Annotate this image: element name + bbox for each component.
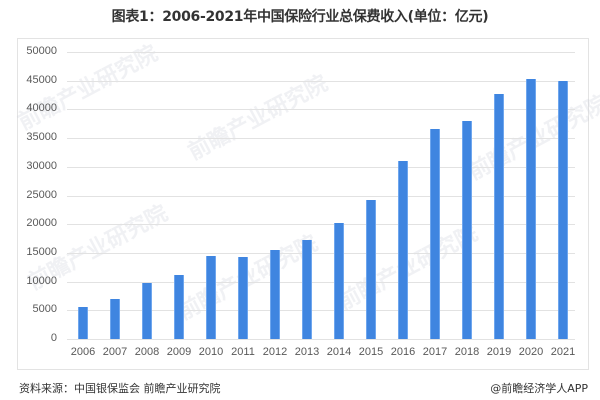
bar-2018 [462, 120, 472, 339]
y-tick-label: 15000 [26, 246, 57, 258]
gridline [67, 310, 575, 311]
gridline [67, 109, 575, 110]
x-tick-label: 2009 [166, 346, 192, 358]
bar-2020 [526, 79, 536, 339]
bar-2017 [430, 129, 440, 339]
gridline [67, 167, 575, 168]
x-tick-label: 2014 [326, 346, 352, 358]
bar-2021 [558, 81, 568, 339]
x-tick-label: 2008 [134, 346, 160, 358]
x-tick-label: 2012 [262, 346, 288, 358]
bar-2008 [142, 282, 152, 339]
y-tick-label: 40000 [26, 102, 57, 114]
bar-2009 [174, 275, 184, 339]
credit-note: @前瞻经济学人APP [490, 382, 588, 395]
x-tick-label: 2017 [422, 346, 448, 358]
gridline [67, 339, 575, 340]
bar-2007 [110, 298, 120, 339]
gridline [67, 253, 575, 254]
bar-2014 [334, 222, 344, 339]
y-tick-label: 20000 [26, 217, 57, 229]
y-tick-label: 45000 [26, 74, 57, 86]
x-tick-label: 2007 [102, 346, 128, 358]
bar-2006 [78, 306, 88, 339]
gridline [67, 138, 575, 139]
gridline [67, 196, 575, 197]
x-tick-label: 2020 [518, 346, 544, 358]
x-tick-label: 2018 [454, 346, 480, 358]
x-tick-label: 2019 [486, 346, 512, 358]
y-tick-label: 50000 [26, 45, 57, 57]
x-tick-label: 2013 [294, 346, 320, 358]
y-tick-label: 30000 [26, 160, 57, 172]
y-tick-label: 5000 [32, 303, 57, 315]
y-tick-label: 25000 [26, 189, 57, 201]
bar-2015 [366, 199, 376, 339]
source-note: 资料来源：中国银保监会 前瞻产业研究院 [19, 382, 221, 395]
bar-2010 [206, 255, 216, 339]
gridline [67, 282, 575, 283]
y-tick-label: 10000 [26, 275, 57, 287]
y-tick-label: 35000 [26, 131, 57, 143]
gridline [67, 52, 575, 53]
bar-2019 [494, 94, 504, 339]
x-tick-label: 2016 [390, 346, 416, 358]
bar-2016 [398, 161, 408, 339]
x-tick-label: 2006 [70, 346, 96, 358]
y-tick-label: 0 [50, 332, 57, 344]
bar-2013 [302, 240, 312, 339]
x-tick-label: 2010 [198, 346, 224, 358]
bar-2011 [238, 256, 248, 339]
gridline [67, 224, 575, 225]
chart-title: 图表1：2006-2021年中国保险行业总保费收入(单位：亿元) [111, 9, 489, 25]
bar-2012 [270, 250, 280, 339]
x-tick-label: 2021 [550, 346, 576, 358]
x-tick-label: 2015 [358, 346, 384, 358]
gridline [67, 81, 575, 82]
chart-frame [17, 38, 589, 370]
x-tick-label: 2011 [231, 346, 255, 358]
